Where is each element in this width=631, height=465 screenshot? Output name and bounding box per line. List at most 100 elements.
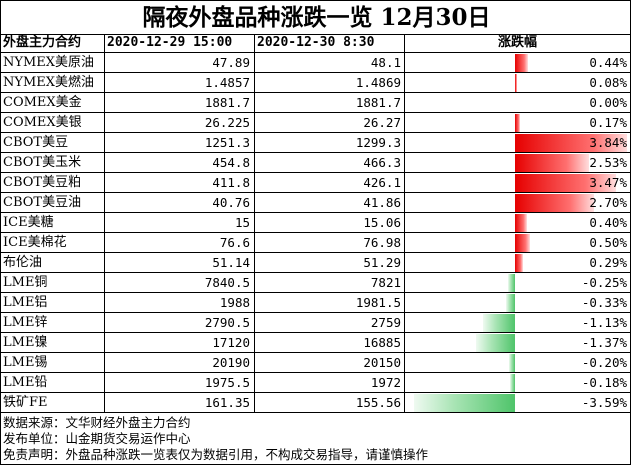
table-row: NYMEX美燃油 1.4857 1.4869 0.08% [1,72,631,93]
price-prev: 17120 [212,335,250,350]
change-percent: 0.17% [589,115,627,130]
change-percent: 0.40% [589,215,627,230]
footer-divider [1,412,631,413]
contract-name: COMEX美金 [3,95,82,110]
data-table: 外盘主力合约 2020-12-29 15:00 2020-12-30 8:30 … [1,34,631,412]
change-percent: 0.50% [589,235,627,250]
table-row: LME镍 17120 16885 -1.37% [1,332,631,353]
change-bar-up [515,214,527,232]
change-bar-down [414,394,515,412]
table-row: ICE美棉花 76.6 76.98 0.50% [1,232,631,253]
price-curr: 466.3 [363,155,401,170]
change-percent: 3.47% [589,175,627,190]
contract-name: CBOT美豆 [3,135,69,150]
price-curr: 155.56 [355,395,401,410]
price-curr: 26.27 [363,115,401,130]
change-percent: 0.29% [589,255,627,270]
contract-name: CBOT美玉米 [3,155,82,170]
price-curr: 1972 [370,375,401,390]
footer-disclaimer: 免责声明：外盘品种涨跌一览表仅为数据引用，不构成交易指导，请谨慎操作 [3,447,429,462]
header-change: 涨跌幅 [497,35,537,50]
price-prev: 1.4857 [204,75,250,90]
price-curr: 1.4869 [355,75,401,90]
price-prev: 20190 [212,355,250,370]
price-prev: 1881.7 [204,95,250,110]
price-prev: 1251.3 [204,135,250,150]
price-prev: 411.8 [212,175,250,190]
price-curr: 1981.5 [355,295,401,310]
change-bar-up [515,134,627,152]
price-prev: 1975.5 [204,375,250,390]
change-percent: -3.59% [581,395,627,410]
change-bar-up [515,54,528,72]
table-row: 布伦油 51.14 51.29 0.29% [1,252,631,273]
contract-name: NYMEX美原油 [3,55,95,70]
price-curr: 16885 [363,335,401,350]
price-curr: 1881.7 [355,95,401,110]
price-curr: 2759 [370,315,401,330]
header-price-2: 2020-12-30 8:30 [257,35,375,50]
change-bar-up [515,114,520,132]
table-row: 铁矿FE 161.35 155.56 -3.59% [1,392,631,413]
contract-name: 布伦油 [3,255,43,270]
price-prev: 2790.5 [204,315,250,330]
price-curr: 76.98 [363,235,401,250]
table-title: 隔夜外盘品种涨跌一览 12月30日 [1,1,631,35]
contract-name: LME铝 [3,295,48,310]
table-row: CBOT美玉米 454.8 466.3 2.53% [1,152,631,173]
price-curr: 51.29 [363,255,401,270]
change-percent: 3.84% [589,135,627,150]
contract-name: CBOT美豆油 [3,195,82,210]
contract-name: CBOT美豆粕 [3,175,82,190]
change-percent: -0.18% [581,375,627,390]
table-row: LME铝 1988 1981.5 -0.33% [1,292,631,313]
footer-source: 数据来源：文华财经外盘主力合约 [3,415,191,430]
contract-name: COMEX美银 [3,115,82,130]
price-curr: 41.86 [363,195,401,210]
table-row: LME锡 20190 20150 -0.20% [1,352,631,373]
contract-name: LME铜 [3,275,48,290]
table-row: CBOT美豆 1251.3 1299.3 3.84% [1,132,631,153]
contract-name: ICE美棉花 [3,235,67,250]
change-bar-up [515,154,589,172]
table-row: CBOT美豆油 40.76 41.86 2.70% [1,192,631,213]
price-prev: 1988 [219,295,250,310]
change-percent: -0.20% [581,355,627,370]
change-percent: -1.13% [581,315,627,330]
header-price-1: 2020-12-29 15:00 [107,35,233,50]
column-divider [404,34,405,412]
change-percent: 0.44% [589,55,627,70]
table-row: COMEX美银 26.225 26.27 0.17% [1,112,631,133]
price-curr: 7821 [370,275,401,290]
footer-publisher: 发布单位：山金期货交易运作中心 [3,431,191,446]
contract-name: LME锌 [3,315,48,330]
footer: 数据来源：文华财经外盘主力合约 发布单位：山金期货交易运作中心 免责声明：外盘品… [3,415,628,463]
contract-name: ICE美糖 [3,215,54,230]
price-prev: 161.35 [204,395,250,410]
change-bar-down [507,274,515,292]
price-prev: 51.14 [212,255,250,270]
change-percent: 2.70% [589,195,627,210]
contract-name: LME锡 [3,355,48,370]
price-prev: 40.76 [212,195,250,210]
change-percent: 0.00% [589,95,627,110]
price-prev: 26.225 [204,115,250,130]
change-percent: -0.33% [581,295,627,310]
change-bar-up [515,174,617,192]
price-curr: 48.1 [370,55,401,70]
price-curr: 20150 [363,355,401,370]
change-percent: 2.53% [589,155,627,170]
header-contract: 外盘主力合约 [3,35,82,50]
contract-name: 铁矿FE [3,395,48,410]
price-prev: 454.8 [212,155,250,170]
table-row: CBOT美豆粕 411.8 426.1 3.47% [1,172,631,193]
price-prev: 47.89 [212,55,250,70]
contract-name: LME铅 [3,375,48,390]
contract-name: NYMEX美燃油 [3,75,95,90]
table-row: LME铅 1975.5 1972 -0.18% [1,372,631,393]
column-divider [104,34,105,412]
change-bar-down [476,334,515,352]
change-bar-down [509,374,515,392]
table-row: ICE美糖 15 15.06 0.40% [1,212,631,233]
